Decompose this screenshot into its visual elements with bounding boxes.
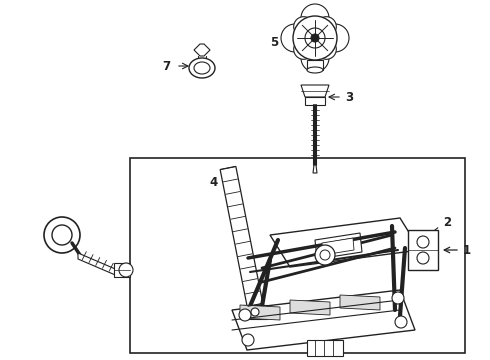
- Bar: [307, 340, 343, 356]
- Polygon shape: [340, 295, 380, 310]
- Text: 7: 7: [162, 59, 170, 72]
- Circle shape: [281, 24, 309, 52]
- Text: 1: 1: [463, 243, 471, 257]
- Polygon shape: [301, 85, 329, 97]
- Circle shape: [239, 309, 251, 321]
- Polygon shape: [322, 238, 354, 255]
- Polygon shape: [315, 233, 362, 259]
- Text: 6: 6: [44, 231, 52, 244]
- Circle shape: [52, 225, 72, 245]
- Bar: [130, 158, 465, 353]
- Polygon shape: [270, 218, 420, 267]
- Circle shape: [311, 34, 319, 42]
- Bar: [408, 230, 438, 270]
- Bar: [114, 263, 130, 277]
- Circle shape: [301, 44, 329, 72]
- Polygon shape: [194, 44, 210, 56]
- Circle shape: [294, 39, 314, 59]
- Circle shape: [242, 334, 254, 346]
- Circle shape: [417, 236, 429, 248]
- Circle shape: [317, 17, 336, 37]
- Circle shape: [119, 263, 133, 277]
- Circle shape: [305, 28, 325, 48]
- Bar: [307, 60, 323, 70]
- Polygon shape: [220, 166, 263, 307]
- Bar: [305, 97, 325, 105]
- Text: 3: 3: [345, 90, 353, 104]
- Circle shape: [293, 16, 337, 60]
- Polygon shape: [78, 253, 120, 277]
- Circle shape: [392, 292, 404, 304]
- Ellipse shape: [194, 62, 210, 74]
- Ellipse shape: [307, 67, 323, 73]
- Circle shape: [294, 17, 314, 37]
- Circle shape: [317, 39, 336, 59]
- Circle shape: [395, 316, 407, 328]
- Circle shape: [315, 245, 335, 265]
- Bar: [243, 305, 267, 319]
- Circle shape: [320, 250, 330, 260]
- Text: 2: 2: [443, 216, 451, 229]
- Polygon shape: [290, 300, 330, 315]
- Circle shape: [417, 252, 429, 264]
- Circle shape: [301, 4, 329, 32]
- Circle shape: [251, 308, 259, 316]
- Text: 5: 5: [270, 36, 278, 49]
- Circle shape: [44, 217, 80, 253]
- Circle shape: [321, 24, 349, 52]
- Polygon shape: [313, 165, 317, 173]
- Polygon shape: [240, 305, 280, 320]
- Text: 4: 4: [210, 176, 218, 189]
- Ellipse shape: [189, 58, 215, 78]
- Polygon shape: [232, 290, 415, 350]
